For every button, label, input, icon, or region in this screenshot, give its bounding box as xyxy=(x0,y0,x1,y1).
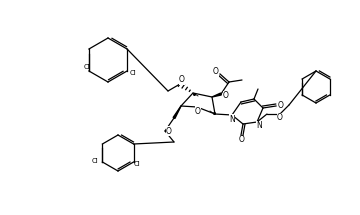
Polygon shape xyxy=(173,106,181,118)
Text: O: O xyxy=(277,114,283,123)
Text: N: N xyxy=(256,121,262,131)
Text: Cl: Cl xyxy=(92,158,99,164)
Text: O: O xyxy=(213,68,219,77)
Text: Cl: Cl xyxy=(133,161,140,167)
Polygon shape xyxy=(212,93,221,97)
Text: O: O xyxy=(223,92,229,100)
Text: Cl: Cl xyxy=(84,64,90,70)
Text: O: O xyxy=(166,126,172,135)
Text: O: O xyxy=(195,106,201,115)
Text: N: N xyxy=(229,115,235,123)
Text: Cl: Cl xyxy=(130,70,136,76)
Text: O: O xyxy=(179,75,185,84)
Text: O: O xyxy=(239,135,245,143)
Text: O: O xyxy=(278,101,284,111)
